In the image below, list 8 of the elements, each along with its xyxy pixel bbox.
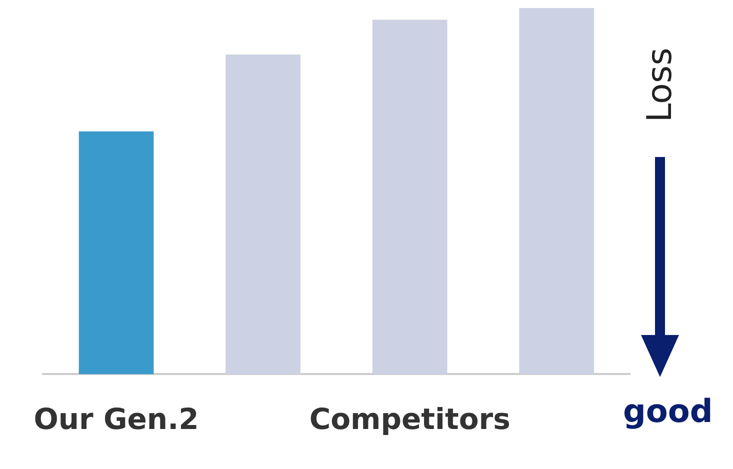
bar (519, 8, 594, 374)
bar (226, 54, 300, 374)
text: good (623, 392, 713, 430)
x-tick-label: Competitors (309, 402, 510, 436)
y-axis-title: Loss (640, 48, 680, 122)
bar (78, 131, 154, 374)
bar (372, 20, 448, 374)
x-tick-label: Our Gen.2 (34, 402, 199, 436)
